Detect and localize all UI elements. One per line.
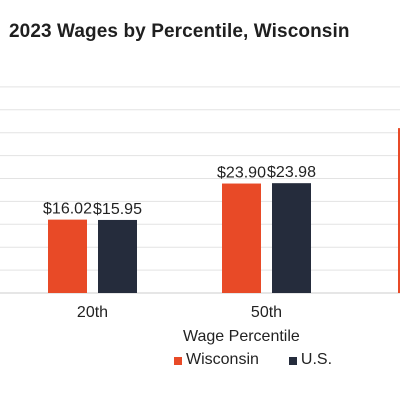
bar-wisconsin-80th (398, 128, 400, 293)
data-label: $23.98 (267, 164, 316, 181)
bar-us-50th (272, 183, 311, 293)
x-tick-labels: 20th 50th (77, 304, 282, 321)
data-label: $16.02 (43, 201, 92, 218)
legend-label-us: U.S. (300, 351, 333, 368)
x-tick-label: 50th (251, 304, 282, 321)
bar-us-20th (98, 219, 137, 293)
data-label: $15.95 (93, 201, 142, 218)
legend-item-wisconsin: Wisconsin (174, 351, 259, 369)
legend-label-wisconsin: Wisconsin (186, 351, 259, 368)
x-axis-title: Wage Percentile (183, 328, 300, 345)
legend-item-us: U.S. (288, 351, 333, 369)
data-labels: $16.02$15.95$23.90$23.98$3 (43, 164, 316, 218)
legend-swatch-us (288, 357, 297, 365)
bar-wisconsin-50th (222, 183, 261, 293)
gridlines (0, 86, 400, 294)
bar-wisconsin-20th (48, 219, 87, 293)
data-label: $23.90 (217, 165, 266, 182)
x-tick-label: 20th (77, 304, 108, 321)
legend: Wisconsin U.S. (174, 351, 362, 369)
bars (48, 128, 400, 293)
legend-swatch-wisconsin (174, 357, 182, 365)
chart-title: 2023 Wages by Percentile, Wisconsin (9, 21, 350, 42)
